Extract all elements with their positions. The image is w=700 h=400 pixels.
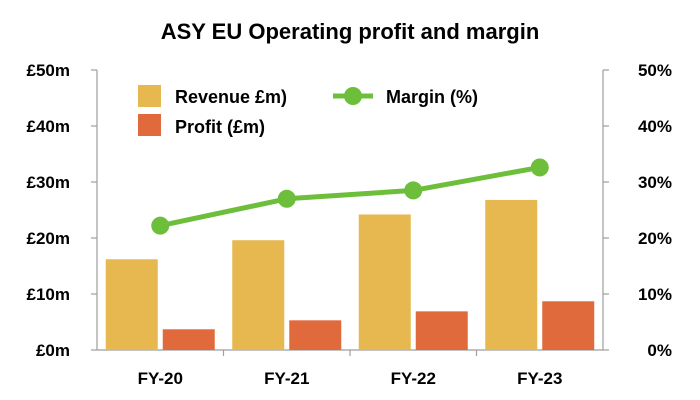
legend: Revenue £m) Profit (£m) Margin (%) <box>138 85 478 137</box>
left-axis-tick-label: £0m <box>36 341 70 360</box>
x-axis-tick-label: FY-22 <box>391 369 436 388</box>
legend-profit-swatch <box>138 114 161 136</box>
chart-title: ASY EU Operating profit and margin <box>161 19 540 44</box>
x-axis-tick-label: FY-21 <box>264 369 309 388</box>
right-axis-tick-label: 10% <box>638 285 672 304</box>
right-axis-tick-label: 50% <box>638 61 672 80</box>
margin-point <box>530 158 549 177</box>
margin-line-layer <box>151 158 549 235</box>
profit-bar <box>415 311 468 350</box>
profit-bar <box>542 301 595 350</box>
left-axis-tick-label: £10m <box>27 285 70 304</box>
left-axis-tick-label: £50m <box>27 61 70 80</box>
profit-bar <box>289 320 342 350</box>
legend-revenue-swatch <box>138 85 161 107</box>
margin-line <box>159 164 541 229</box>
revenue-bar <box>485 199 538 350</box>
x-axis-tick-label: FY-23 <box>517 369 562 388</box>
margin-point <box>404 181 423 200</box>
right-axis-tick-label: 0% <box>647 341 672 360</box>
revenue-bar <box>358 214 411 350</box>
right-axis-tick-label: 40% <box>638 117 672 136</box>
profit-bar <box>162 329 215 350</box>
legend-margin-label: Margin (%) <box>386 87 478 107</box>
margin-point <box>277 189 296 208</box>
right-axis-tick-label: 20% <box>638 229 672 248</box>
left-axis-tick-label: £20m <box>27 229 70 248</box>
x-axis-tick-label: FY-20 <box>138 369 183 388</box>
legend-revenue-label: Revenue £m) <box>175 87 287 107</box>
right-axis-tick-label: 30% <box>638 173 672 192</box>
bars-layer <box>105 199 595 350</box>
legend-profit-label: Profit (£m) <box>175 117 265 137</box>
legend-margin-marker <box>344 87 362 105</box>
revenue-bar <box>105 259 158 350</box>
left-axis-tick-label: £40m <box>27 117 70 136</box>
axes-layer: £0m £10m £20m £30m £40m £50m 0% 10% 20% 30% 40% 50%… <box>27 61 672 388</box>
left-axis-tick-label: £30m <box>27 173 70 192</box>
margin-point <box>151 216 170 235</box>
revenue-bar <box>232 240 285 350</box>
